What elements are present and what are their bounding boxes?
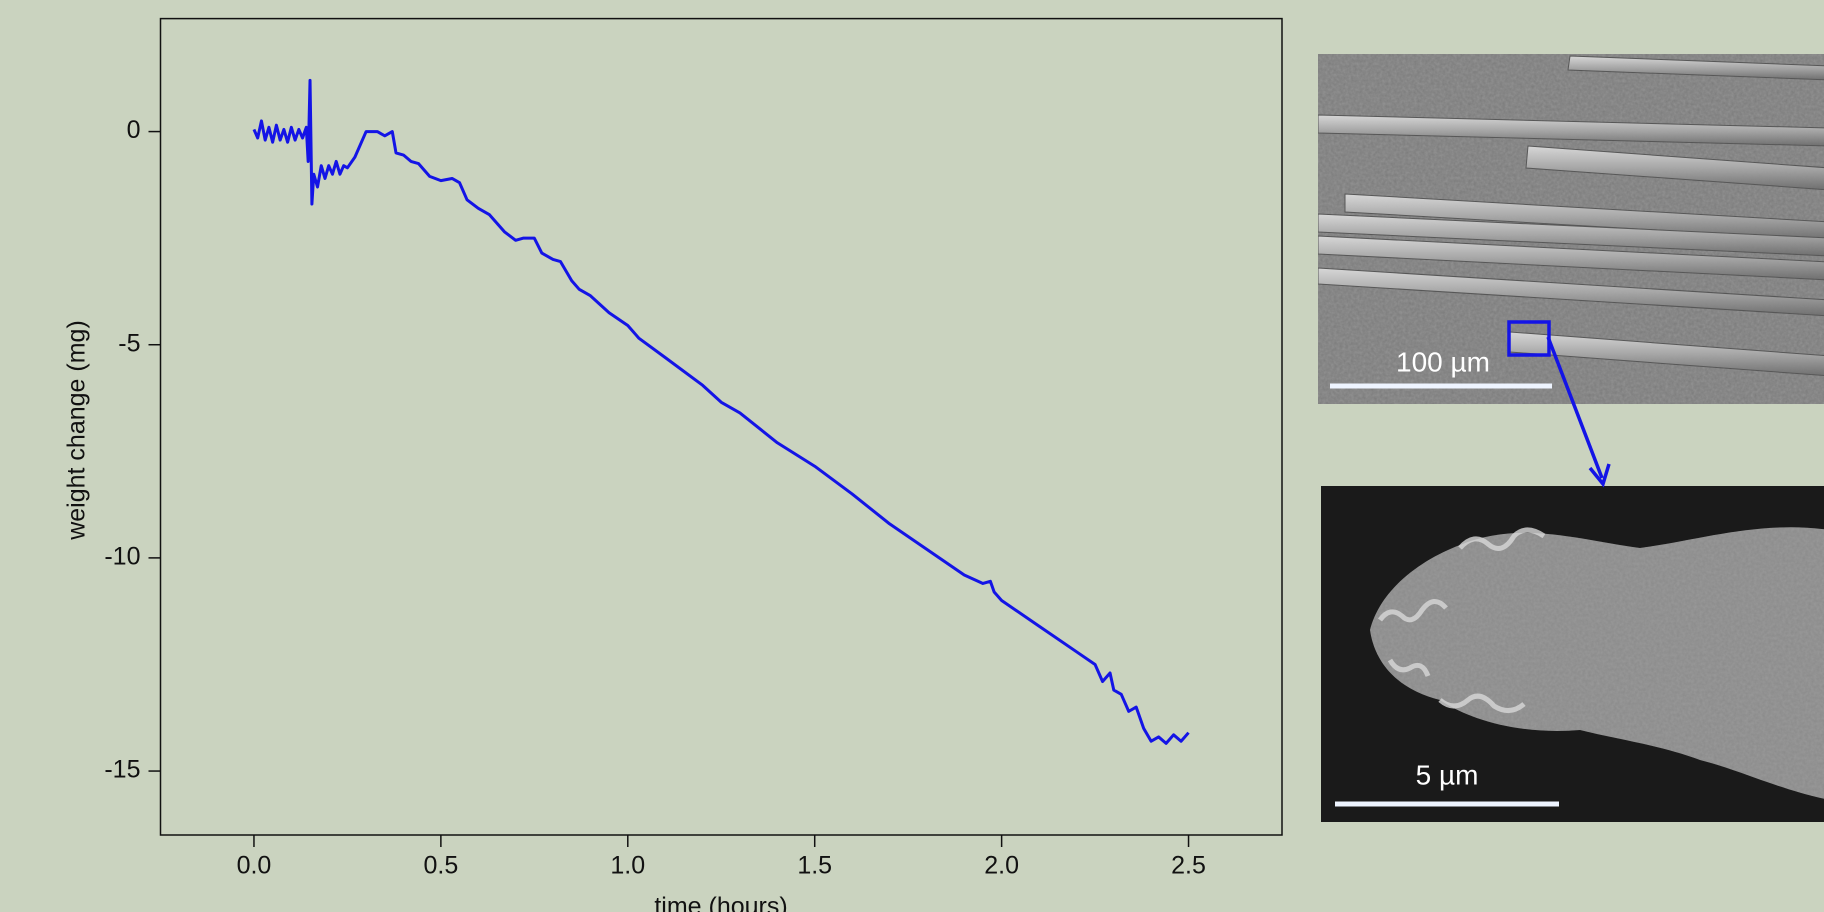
y-axis-title: weight change (mg) [63, 320, 91, 541]
x-tick-label: 2.5 [1171, 852, 1206, 880]
arrow-head [1588, 463, 1611, 488]
sem-image-detail [1321, 486, 1824, 822]
x-tick-label: 0.5 [423, 852, 458, 880]
y-tick-label: -15 [104, 756, 140, 784]
x-tick-label: 1.0 [610, 852, 645, 880]
x-axis-title: time (hours) [654, 893, 787, 912]
y-tick-label: -5 [118, 329, 140, 357]
y-tick-label: -10 [104, 543, 140, 571]
sem-image-overview [1318, 54, 1824, 404]
x-tick-label: 0.0 [237, 852, 272, 880]
data-line [252, 78, 1190, 745]
zoom-arrow [1546, 336, 1604, 479]
scale-label: 5 µm [1416, 759, 1479, 790]
plot-frame [159, 17, 1283, 836]
y-tick-label: 0 [127, 116, 141, 144]
scale-label: 100 µm [1396, 346, 1490, 377]
x-tick-label: 1.5 [797, 852, 832, 880]
x-tick-label: 2.0 [984, 852, 1019, 880]
